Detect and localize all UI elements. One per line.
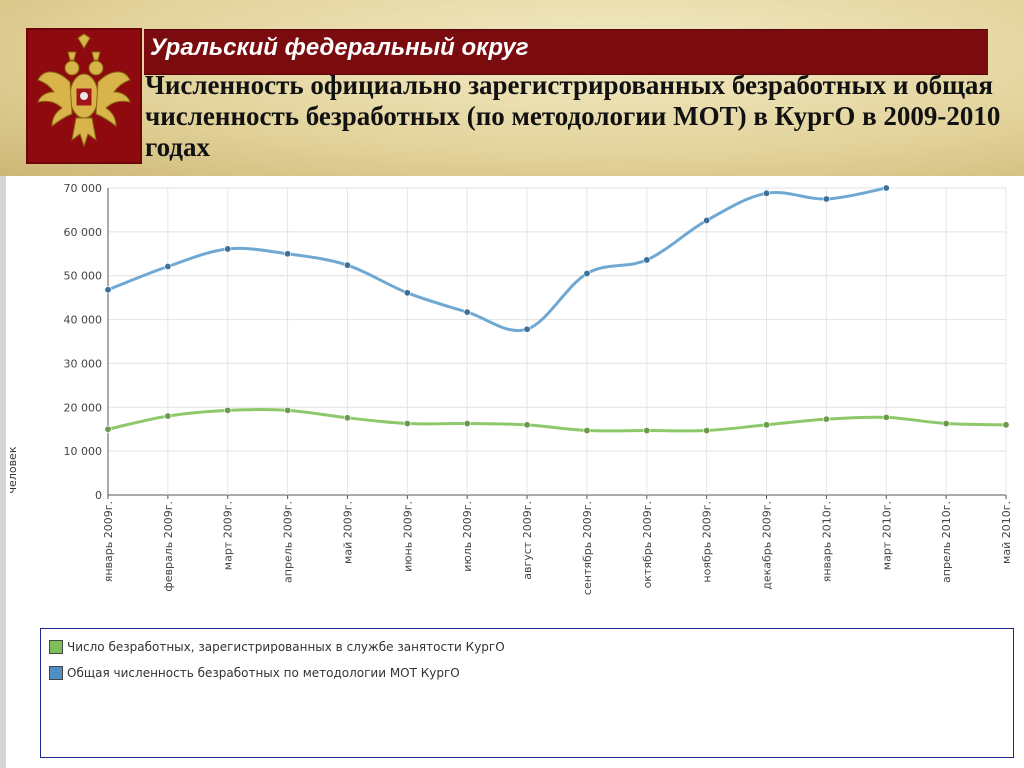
legend-item-registered: Число безработных, зарегистрированных в … [49, 638, 505, 656]
region-title: Уральский федеральный округ [150, 34, 529, 61]
data-point-series-0 [104, 425, 112, 433]
x-tick-label: июль 2009г. [461, 501, 474, 572]
series-line-1 [107, 186, 887, 333]
x-tick-label: март 2009г. [222, 501, 235, 570]
legend-swatch-registered [49, 640, 63, 654]
data-point-series-1 [164, 263, 172, 271]
legend-swatch-ilo [49, 666, 63, 680]
data-point-series-0 [942, 420, 950, 428]
data-point-series-0 [523, 421, 531, 429]
legend-label-registered: Число безработных, зарегистрированных в … [67, 640, 505, 654]
x-tick-label: август 2009г. [521, 501, 534, 580]
data-point-series-1 [643, 256, 651, 264]
legend-label-ilo: Общая численность безработных по методол… [67, 666, 460, 680]
legend: Число безработных, зарегистрированных в … [40, 628, 1014, 758]
x-tick-label: март 2010г. [880, 501, 893, 570]
chart-left-edge [0, 176, 6, 768]
y-tick-label: 0 [95, 489, 102, 502]
data-point-series-0 [343, 414, 351, 422]
x-tick-label: январь 2009г. [102, 501, 115, 582]
x-tick-label: июнь 2009г. [401, 501, 414, 572]
data-point-series-1 [284, 250, 292, 258]
y-tick-label: 50 000 [64, 270, 103, 283]
data-point-series-1 [822, 195, 830, 203]
data-point-series-0 [463, 420, 471, 428]
data-point-series-1 [583, 270, 591, 278]
slide-title: Численность официально зарегистрированны… [145, 70, 1001, 162]
data-point-series-0 [822, 415, 830, 423]
emblem-frame [26, 28, 142, 164]
y-tick-label: 10 000 [64, 445, 103, 458]
x-tick-label: апрель 2010г. [940, 501, 953, 583]
y-axis-label: человек [6, 446, 19, 493]
data-point-series-0 [164, 412, 172, 420]
data-point-series-0 [703, 427, 711, 435]
data-point-series-0 [882, 413, 890, 421]
data-point-series-1 [523, 325, 531, 333]
x-tick-label: февраль 2009г. [162, 501, 175, 592]
data-point-series-0 [403, 420, 411, 428]
x-tick-label: январь 2010г. [820, 501, 833, 582]
data-point-series-0 [224, 406, 232, 414]
x-tick-label: апрель 2009г. [282, 501, 295, 583]
data-point-series-1 [343, 261, 351, 269]
data-point-series-1 [882, 184, 890, 192]
data-point-series-0 [763, 421, 771, 429]
data-point-series-1 [463, 308, 471, 316]
y-tick-label: 60 000 [64, 226, 103, 239]
data-point-series-1 [224, 245, 232, 253]
data-point-series-1 [763, 189, 771, 197]
x-tick-label: сентябрь 2009г. [581, 501, 594, 595]
double-headed-eagle-emblem-icon [37, 33, 131, 148]
x-tick-label: май 2009г. [341, 501, 354, 564]
x-tick-label: декабрь 2009г. [761, 501, 774, 590]
data-point-series-0 [583, 427, 591, 435]
series-line-0 [107, 408, 1007, 433]
y-tick-label: 20 000 [64, 401, 103, 414]
x-tick-label: май 2010г. [1000, 501, 1013, 564]
data-point-series-1 [403, 289, 411, 297]
data-point-series-0 [643, 427, 651, 435]
y-tick-label: 40 000 [64, 314, 103, 327]
x-tick-label: ноябрь 2009г. [701, 501, 714, 583]
data-point-series-0 [284, 406, 292, 414]
y-tick-label: 30 000 [64, 357, 103, 370]
region-bar [144, 29, 988, 75]
data-point-series-0 [1002, 421, 1010, 429]
x-tick-label: октябрь 2009г. [641, 501, 654, 588]
legend-item-ilo: Общая численность безработных по методол… [49, 664, 460, 682]
y-tick-label: 70 000 [64, 182, 103, 195]
data-point-series-1 [703, 216, 711, 224]
data-point-series-1 [104, 286, 112, 294]
